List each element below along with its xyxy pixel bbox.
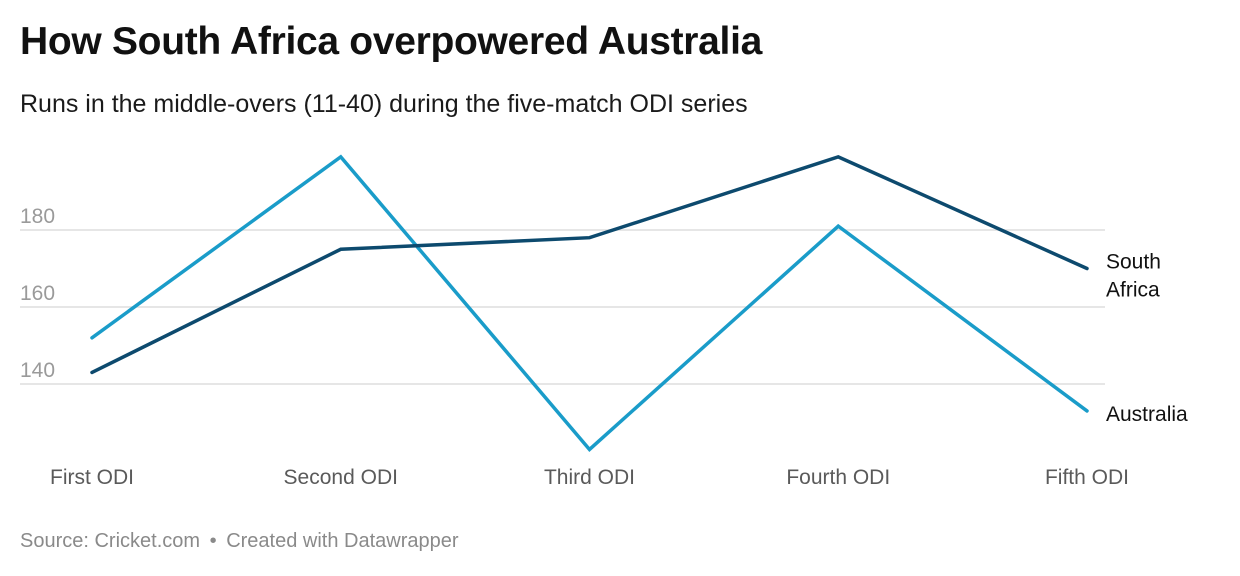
x-axis-ticks: First ODI Second ODI Third ODI Fourth ODI Fi… [50,466,1129,489]
series-label-south-africa: South Africa [1106,251,1161,302]
series-label-australia: Australia [1106,403,1188,426]
x-tick-first-odi: First ODI [50,466,134,489]
x-tick-fifth-odi: Fifth ODI [1045,466,1129,489]
footer-separator: • [209,530,217,552]
y-axis-ticks: 140 160 180 [20,205,55,382]
series-line-south-africa [90,154,1089,375]
y-tick-160: 160 [20,282,55,305]
series-line-australia [90,154,1089,452]
y-tick-140: 140 [20,359,55,382]
credit-text: Created with Datawrapper [226,530,459,552]
gridlines [20,229,1105,385]
source-text: Source: Cricket.com [20,530,201,552]
series-label-line: South [1106,251,1161,274]
y-tick-180: 180 [20,205,55,228]
chart-footer: Source: Cricket.com • Created with Dataw… [20,530,459,553]
chart-title: How South Africa overpowered Australia [20,20,763,63]
chart-subtitle: Runs in the middle-overs (11-40) during … [20,90,748,118]
series-label-line: Australia [1106,403,1188,426]
series-label-line: Africa [1106,279,1160,302]
x-tick-second-odi: Second ODI [284,466,398,489]
x-tick-fourth-odi: Fourth ODI [786,466,890,489]
x-tick-third-odi: Third ODI [544,466,635,489]
series-labels: Australia South Africa [1106,251,1188,426]
series-lines [90,154,1089,452]
